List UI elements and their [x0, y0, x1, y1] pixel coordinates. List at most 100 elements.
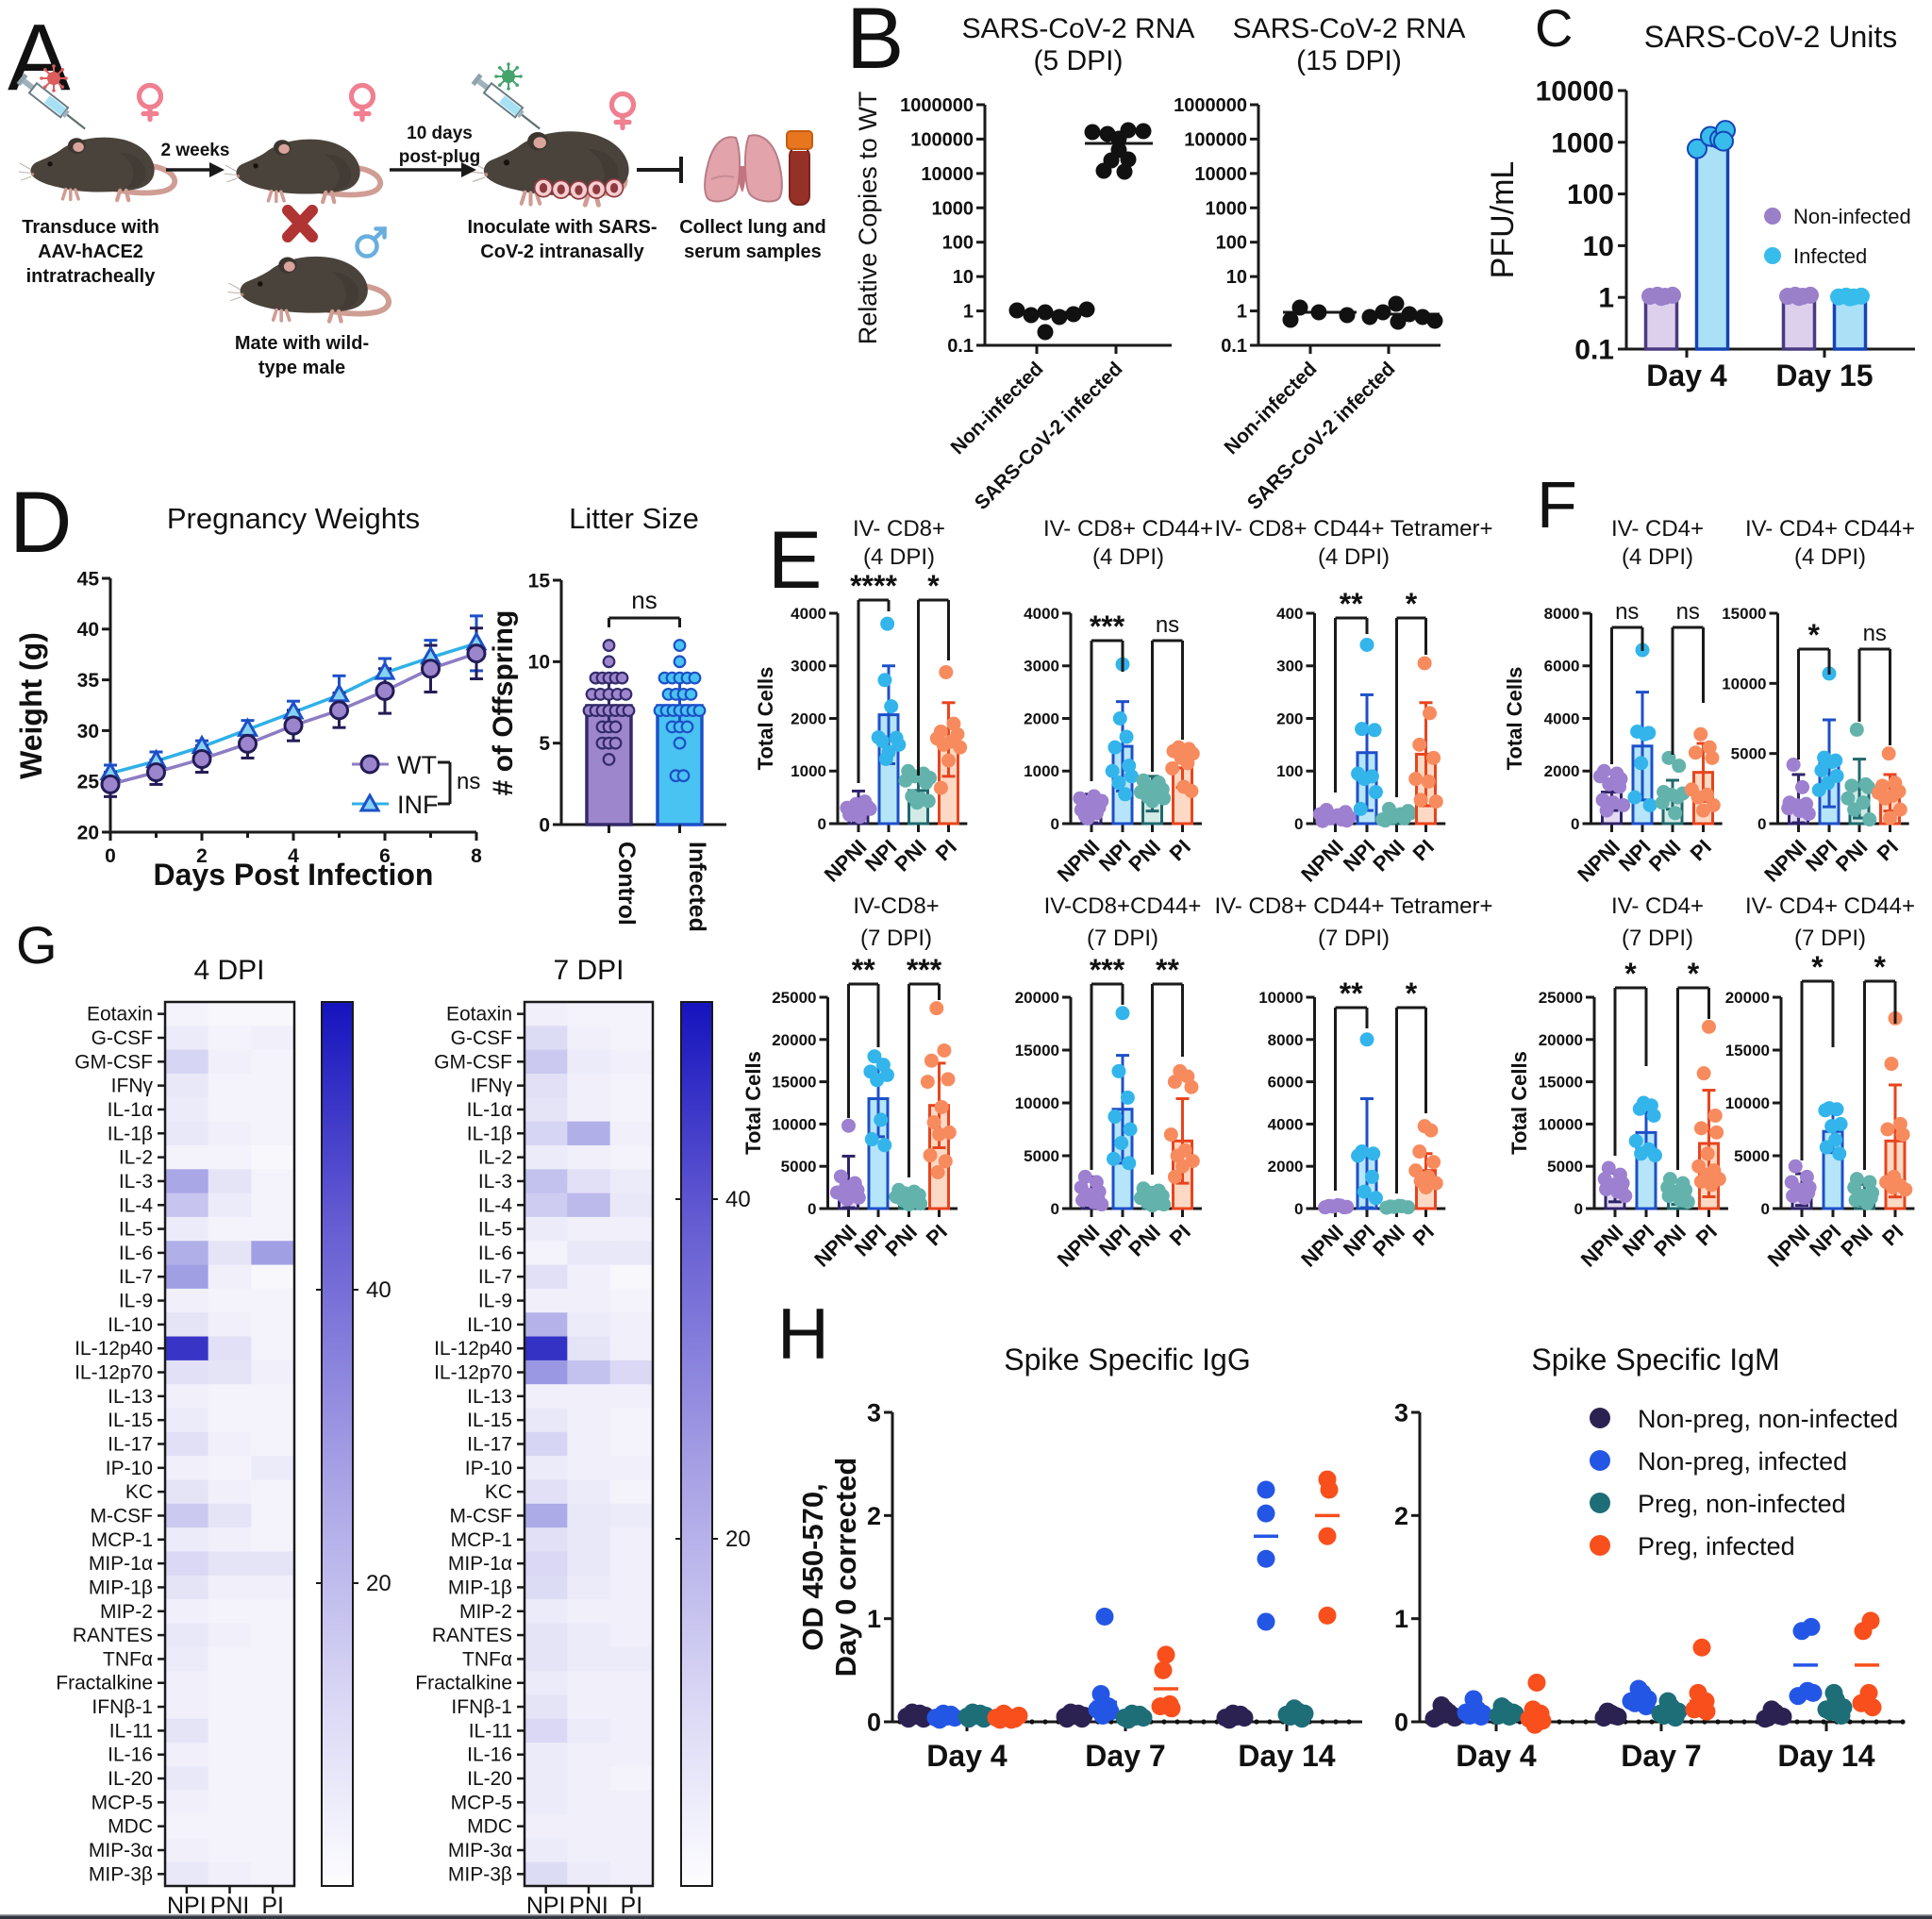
svg-text:Pregnancy Weights: Pregnancy Weights [167, 502, 420, 535]
svg-text:10000: 10000 [1015, 1094, 1059, 1112]
svg-text:MCP-5: MCP-5 [92, 1792, 153, 1813]
svg-text:KC: KC [485, 1481, 512, 1503]
svg-text:IL-15: IL-15 [108, 1410, 153, 1431]
svg-text:(5 DPI): (5 DPI) [1033, 45, 1123, 76]
svg-text:1: 1 [1237, 302, 1247, 323]
svg-text:RANTES: RANTES [73, 1625, 153, 1646]
svg-text:MDC: MDC [467, 1816, 512, 1838]
svg-text:IL-7: IL-7 [478, 1266, 512, 1288]
svg-text:0: 0 [808, 1200, 816, 1218]
svg-text:Days Post Infection: Days Post Infection [154, 858, 434, 892]
svg-text:**: ** [1340, 587, 1363, 621]
svg-text:10: 10 [1583, 231, 1614, 262]
svg-text:IL-3: IL-3 [119, 1171, 153, 1193]
svg-text:Day 4: Day 4 [1646, 359, 1727, 392]
svg-text:*: * [927, 569, 940, 603]
svg-text:20: 20 [366, 1571, 391, 1596]
svg-text:*: * [1688, 957, 1700, 991]
svg-text:Total Cells: Total Cells [1503, 667, 1526, 771]
svg-text:10000: 10000 [1722, 675, 1766, 693]
svg-text:6: 6 [379, 845, 391, 867]
svg-text:IL-20: IL-20 [467, 1768, 512, 1790]
svg-text:WT: WT [397, 751, 437, 779]
svg-text:IL-1α: IL-1α [467, 1099, 512, 1121]
svg-text:Preg, non-infected: Preg, non-infected [1638, 1490, 1846, 1518]
svg-text:Day 14: Day 14 [1777, 1739, 1874, 1773]
svg-text:F: F [1537, 468, 1577, 542]
svg-text:MIP-3β: MIP-3β [448, 1863, 512, 1885]
svg-text:(7 DPI): (7 DPI) [1794, 926, 1866, 951]
svg-text:intratracheally: intratracheally [26, 266, 157, 287]
svg-text:(7 DPI): (7 DPI) [1087, 926, 1158, 951]
svg-text:***: *** [1090, 953, 1125, 987]
svg-text:8: 8 [471, 845, 482, 867]
svg-text:(4 DPI): (4 DPI) [1794, 544, 1866, 570]
svg-text:5000: 5000 [1547, 1158, 1583, 1176]
svg-text:IL-16: IL-16 [467, 1744, 512, 1766]
svg-text:2: 2 [196, 845, 208, 867]
svg-text:(4 DPI): (4 DPI) [1318, 544, 1390, 570]
svg-text:0.1: 0.1 [947, 336, 974, 357]
svg-text:****: **** [850, 569, 897, 603]
svg-text:PFU/mL: PFU/mL [1485, 161, 1521, 279]
svg-text:IL-6: IL-6 [478, 1243, 512, 1264]
svg-text:1: 1 [867, 1605, 881, 1633]
svg-text:1000: 1000 [1206, 198, 1248, 219]
svg-text:300: 300 [1276, 658, 1303, 676]
svg-text:IV- CD4+ CD44+: IV- CD4+ CD44+ [1745, 893, 1915, 919]
svg-text:IV-CD8+: IV-CD8+ [853, 893, 939, 919]
svg-text:MIP-2: MIP-2 [459, 1601, 512, 1623]
svg-text:post-plug: post-plug [399, 147, 481, 167]
svg-text:0: 0 [105, 845, 116, 867]
svg-text:SARS-CoV-2 Units: SARS-CoV-2 Units [1644, 20, 1898, 54]
svg-text:IL-7: IL-7 [119, 1266, 153, 1288]
svg-text:(15 DPI): (15 DPI) [1296, 45, 1402, 76]
svg-text:25000: 25000 [1539, 989, 1583, 1007]
svg-text:CoV-2 intranasally: CoV-2 intranasally [480, 242, 644, 262]
svg-text:SARS-CoV-2 RNA: SARS-CoV-2 RNA [962, 13, 1195, 44]
svg-text:GM-CSF: GM-CSF [434, 1051, 512, 1073]
svg-text:40: 40 [77, 619, 99, 641]
svg-text:100: 100 [1276, 762, 1303, 780]
svg-text:0: 0 [539, 814, 550, 836]
svg-text:D: D [9, 475, 72, 571]
svg-text:10000: 10000 [1194, 164, 1247, 185]
svg-text:5000: 5000 [1731, 745, 1767, 763]
svg-text:IL-1β: IL-1β [467, 1123, 512, 1144]
svg-text:3: 3 [867, 1398, 881, 1427]
svg-text:Fractalkine: Fractalkine [415, 1673, 512, 1694]
svg-text:2 weeks: 2 weeks [161, 141, 230, 160]
svg-text:30: 30 [77, 721, 99, 743]
svg-text:0: 0 [1761, 1200, 1770, 1218]
svg-text:20000: 20000 [772, 1031, 816, 1049]
svg-text:ns: ns [1615, 599, 1639, 625]
svg-text:IL-15: IL-15 [467, 1410, 512, 1431]
svg-text:IL-9: IL-9 [478, 1291, 512, 1312]
svg-text:8000: 8000 [1268, 1031, 1304, 1049]
svg-text:**: ** [1156, 953, 1179, 987]
svg-text:# of Offspring: # of Offspring [488, 610, 519, 796]
svg-text:10000: 10000 [921, 164, 974, 185]
svg-text:ns: ns [1156, 612, 1179, 638]
svg-text:IL-11: IL-11 [469, 1720, 512, 1742]
svg-text:Day 15: Day 15 [1775, 359, 1873, 392]
svg-text:4 DPI: 4 DPI [193, 955, 264, 986]
svg-text:OD 450-570,: OD 450-570, [796, 1483, 829, 1651]
svg-text:0: 0 [1571, 815, 1579, 833]
svg-text:IL-16: IL-16 [108, 1744, 153, 1766]
svg-text:5000: 5000 [1734, 1147, 1770, 1165]
svg-text:7 DPI: 7 DPI [553, 955, 624, 986]
svg-text:15: 15 [528, 570, 551, 592]
svg-text:35: 35 [77, 670, 100, 692]
svg-text:*: * [1874, 950, 1887, 984]
svg-text:*: * [1406, 976, 1418, 1010]
svg-text:Eotaxin: Eotaxin [446, 1004, 512, 1026]
svg-text:TNFα: TNFα [103, 1648, 153, 1670]
svg-text:100000: 100000 [910, 129, 974, 150]
svg-text:*: * [1624, 957, 1637, 991]
svg-text:40: 40 [366, 1277, 391, 1303]
svg-text:Fractalkine: Fractalkine [56, 1673, 153, 1694]
svg-text:MCP-5: MCP-5 [451, 1792, 512, 1813]
svg-text:1000000: 1000000 [1174, 95, 1247, 116]
svg-text:G-CSF: G-CSF [451, 1027, 512, 1049]
